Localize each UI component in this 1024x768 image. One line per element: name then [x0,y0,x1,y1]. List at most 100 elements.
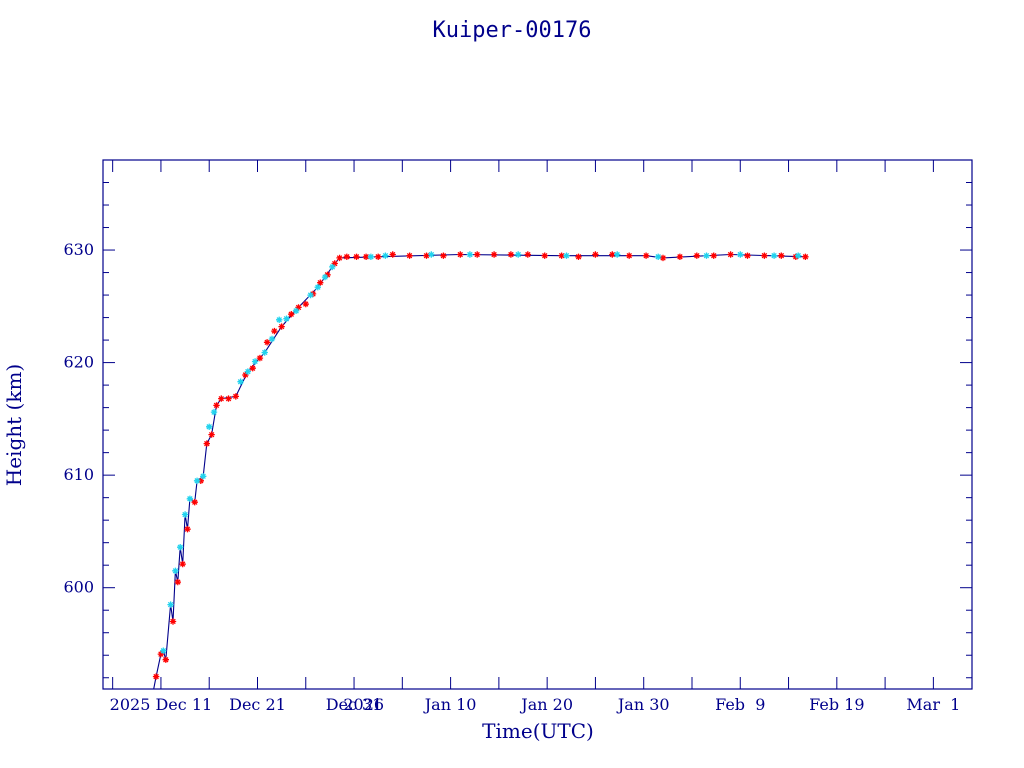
red-star-point [642,252,650,259]
y-tick-label: 600 [63,578,94,597]
cyan-star-point [167,601,174,608]
y-tick-label: 620 [63,353,94,372]
x-tick-label: 2026 [343,695,384,714]
axis-tick-labels: 600 610 620 630 2026 Jan 10 Jan 20 Jan 30 Feb 9 F… [63,240,960,714]
red-star-point [208,431,215,438]
cyan-star-point [251,358,259,365]
red-star-point [676,253,684,260]
x-tick-label: Jan 20 [519,695,573,714]
red-star-point [225,395,232,402]
cyan-star-point [261,349,268,356]
red-star-point [802,253,809,260]
red-star-point [203,440,210,447]
red-star-point [152,673,160,680]
cyan-star-point [329,263,336,271]
cyan-star-point [160,647,167,654]
axis-ticks [103,159,972,689]
x-tick-label: Dec 31 [326,695,383,714]
red-star-point [162,656,169,663]
red-star-point [744,252,751,259]
cyan-star-point [382,252,389,259]
red-star-point [375,253,382,260]
red-star-point [232,393,239,400]
red-star-point [389,251,396,258]
cyan-star-point [703,252,710,259]
red-star-point [288,311,295,318]
red-star-point [295,304,302,311]
cyan-star-point [177,544,184,551]
red-star-point [179,560,186,568]
red-star-point [256,354,264,362]
red-star-point [778,252,785,259]
cyan-star-point [515,251,522,258]
red-star-point [197,477,204,484]
red-star-point [302,300,309,308]
x-tick-label: Jan 10 [423,695,477,714]
cyan-star-point [428,251,435,258]
chart-title: Kuiper-00176 [433,18,592,43]
red-star-point [490,251,498,258]
x-tick-label: Feb 19 [809,695,864,714]
cyan-star-point [307,291,314,299]
cyan-star-point [614,251,621,258]
red-star-point [278,323,285,330]
red-star-point [218,395,225,402]
cyan-star-point [321,273,329,281]
cyan-star-point [237,378,244,385]
red-star-point [331,260,338,267]
cyan-star-point [737,251,744,258]
red-star-point [249,365,256,372]
cyan-star-point [181,511,189,518]
x-tick-label: Jan 30 [616,695,670,714]
red-star-point [693,252,700,259]
cyan-star-point [367,253,375,260]
x-tick-label: 2025 Dec 11 [110,695,213,714]
red-star-point [324,271,331,278]
red-star-point [213,402,220,409]
red-star-point [474,251,481,258]
red-star-point [558,252,565,259]
red-star-point [263,339,271,346]
y-axis-label: Height (km) [2,364,26,486]
red-star-point [659,254,667,262]
cyan-star-point [172,567,179,574]
cyan-star-point [466,251,474,258]
cyan-star-point [268,335,276,343]
cyan-star-point [210,408,218,416]
red-star-point [184,526,191,533]
cyan-star-point [200,473,207,480]
red-star-point [169,618,177,625]
red-star-point [626,252,633,259]
red-star-point [792,253,799,260]
red-star-point [727,251,734,258]
cyan-star-point [206,423,213,430]
cyan-star-point [244,368,251,375]
x-axis-label: Time(UTC) [482,719,594,743]
cyan-star-point [563,252,570,259]
red-star-point [575,253,582,260]
red-star-point [761,252,768,259]
red-star-point [406,252,413,259]
cyan-star-point [283,315,290,322]
cyan-star-point [186,495,194,502]
plot-frame [102,159,973,690]
red-star-point [457,251,464,258]
cyan-star-point [314,284,321,291]
red-star-point [710,252,717,259]
red-star-point [174,578,181,586]
red-star-point [423,252,430,259]
red-star-point [191,499,198,506]
y-tick-label: 630 [63,240,94,259]
x-tick-label: Feb 9 [715,695,765,714]
red-star-point [317,279,324,286]
red-star-point [592,251,599,258]
red-star-point [353,253,360,260]
y-tick-label: 610 [63,465,94,484]
cyan-star-point [276,316,283,323]
x-tick-label: Dec 21 [229,695,286,714]
cyan-star-point [292,307,300,314]
red-star-point [343,253,350,260]
red-star-point [541,252,548,259]
